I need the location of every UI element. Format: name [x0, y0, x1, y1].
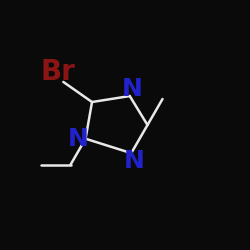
Text: Br: Br — [41, 58, 76, 86]
Text: N: N — [68, 127, 88, 151]
Text: N: N — [122, 76, 143, 100]
Text: N: N — [123, 149, 144, 173]
